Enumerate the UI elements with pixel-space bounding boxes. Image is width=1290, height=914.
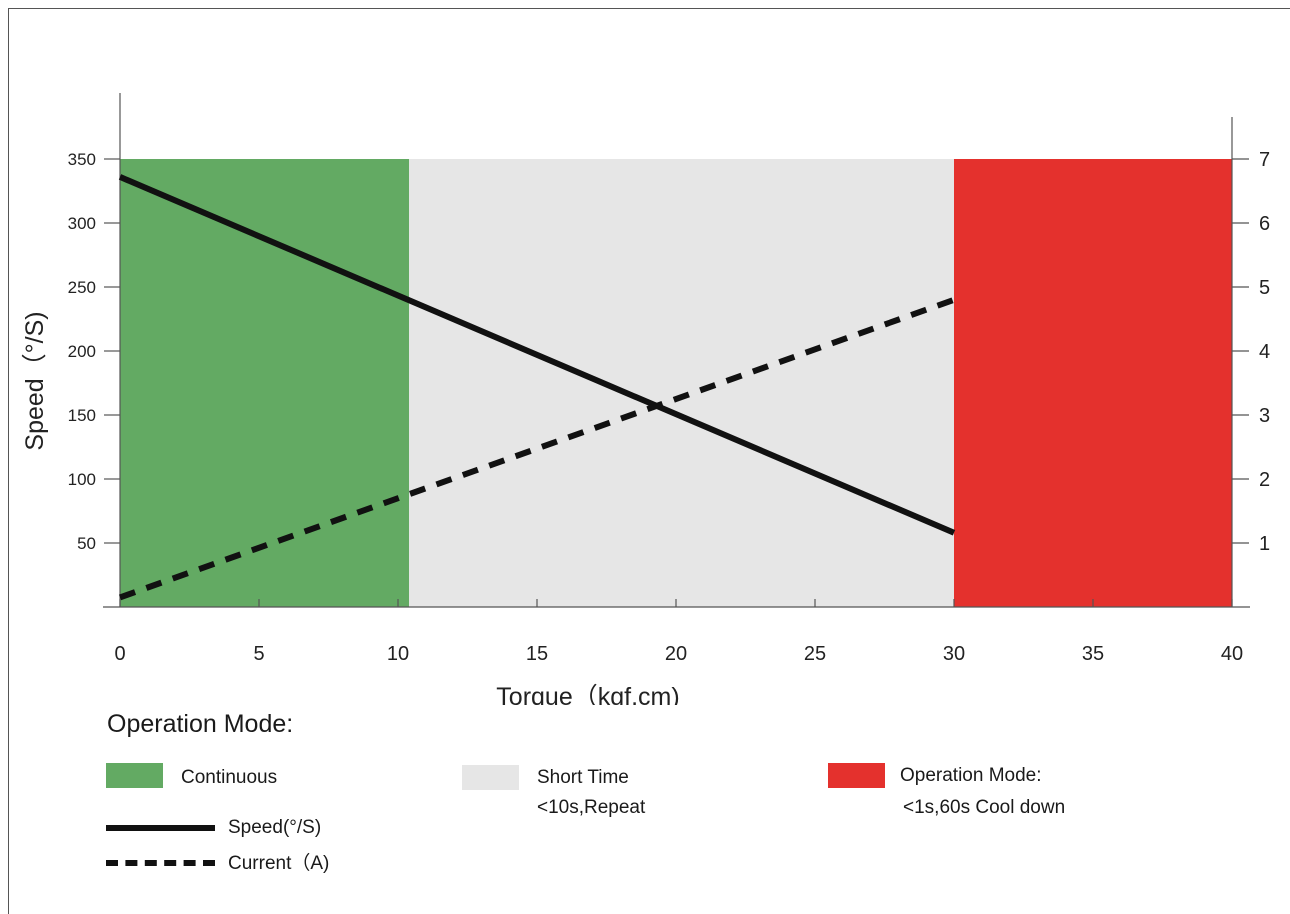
legend-label-short-time-detail: <10s,Repeat — [537, 797, 646, 818]
x-tick-label: 15 — [526, 643, 548, 665]
speed-torque-chart: 0 5 10 15 20 25 30 35 40 50 100 150 200 250 300 350 1 2 3 4… — [21, 93, 1271, 705]
axis-ticks: 0 5 10 15 20 25 30 35 40 50 100 150 200 250 300 350 1 2 3 4… — [68, 149, 1271, 665]
region-short-time — [409, 159, 954, 607]
legend-label-operation-mode: Operation Mode: — [900, 765, 1042, 786]
legend-label-operation-mode-detail: <1s,60s Cool down — [903, 797, 1066, 818]
y-tick-label: 300 — [68, 214, 96, 233]
y2-tick-label: 2 — [1259, 469, 1270, 491]
y2-tick-label: 7 — [1259, 149, 1270, 171]
legend-label-speed: Speed(°/S) — [228, 817, 322, 838]
y-tick-label: 100 — [68, 470, 96, 489]
legend-title: Operation Mode: — [107, 710, 294, 738]
frame-top-border — [8, 8, 1290, 9]
legend-label-current: Current（A) — [228, 853, 330, 874]
y2-tick-label: 1 — [1259, 533, 1270, 555]
y2-tick-label: 3 — [1259, 405, 1270, 427]
x-tick-label: 25 — [804, 643, 826, 665]
data-series — [118, 174, 956, 601]
x-tick-label: 40 — [1221, 643, 1243, 665]
region-continuous — [120, 159, 410, 607]
legend-line-current — [106, 860, 215, 866]
current-series-line — [118, 296, 956, 601]
y-tick-label: 200 — [68, 342, 96, 361]
y-tick-label: 50 — [77, 534, 96, 553]
y2-tick-label: 5 — [1259, 277, 1270, 299]
legend-label-short-time: Short Time — [537, 767, 629, 788]
legend-swatch-operation-mode — [828, 763, 885, 788]
speed-series-line — [118, 174, 956, 536]
legend-swatch-continuous — [106, 763, 163, 788]
y-tick-label: 150 — [68, 406, 96, 425]
y2-tick-label: 4 — [1259, 341, 1270, 363]
legend-swatch-short-time — [462, 765, 519, 790]
axis-titles: Torque（kgf.cm) Speed（°/S) — [21, 311, 680, 705]
operation-mode-regions — [120, 159, 1232, 607]
y2-tick-label: 6 — [1259, 213, 1270, 235]
x-tick-label: 35 — [1082, 643, 1104, 665]
frame-left-border — [8, 8, 9, 914]
x-axis-title: Torque（kgf.cm) — [496, 683, 679, 705]
x-tick-label: 10 — [387, 643, 409, 665]
x-tick-label: 0 — [114, 643, 125, 665]
x-tick-label: 30 — [943, 643, 965, 665]
y-axis-title: Speed（°/S) — [21, 311, 49, 450]
y-tick-label: 250 — [68, 278, 96, 297]
x-tick-label: 20 — [665, 643, 687, 665]
legend-label-continuous: Continuous — [181, 767, 278, 788]
legend-line-speed — [106, 825, 215, 831]
x-tick-label: 5 — [253, 643, 264, 665]
region-operation-mode — [954, 159, 1232, 607]
y-tick-label: 350 — [68, 150, 96, 169]
